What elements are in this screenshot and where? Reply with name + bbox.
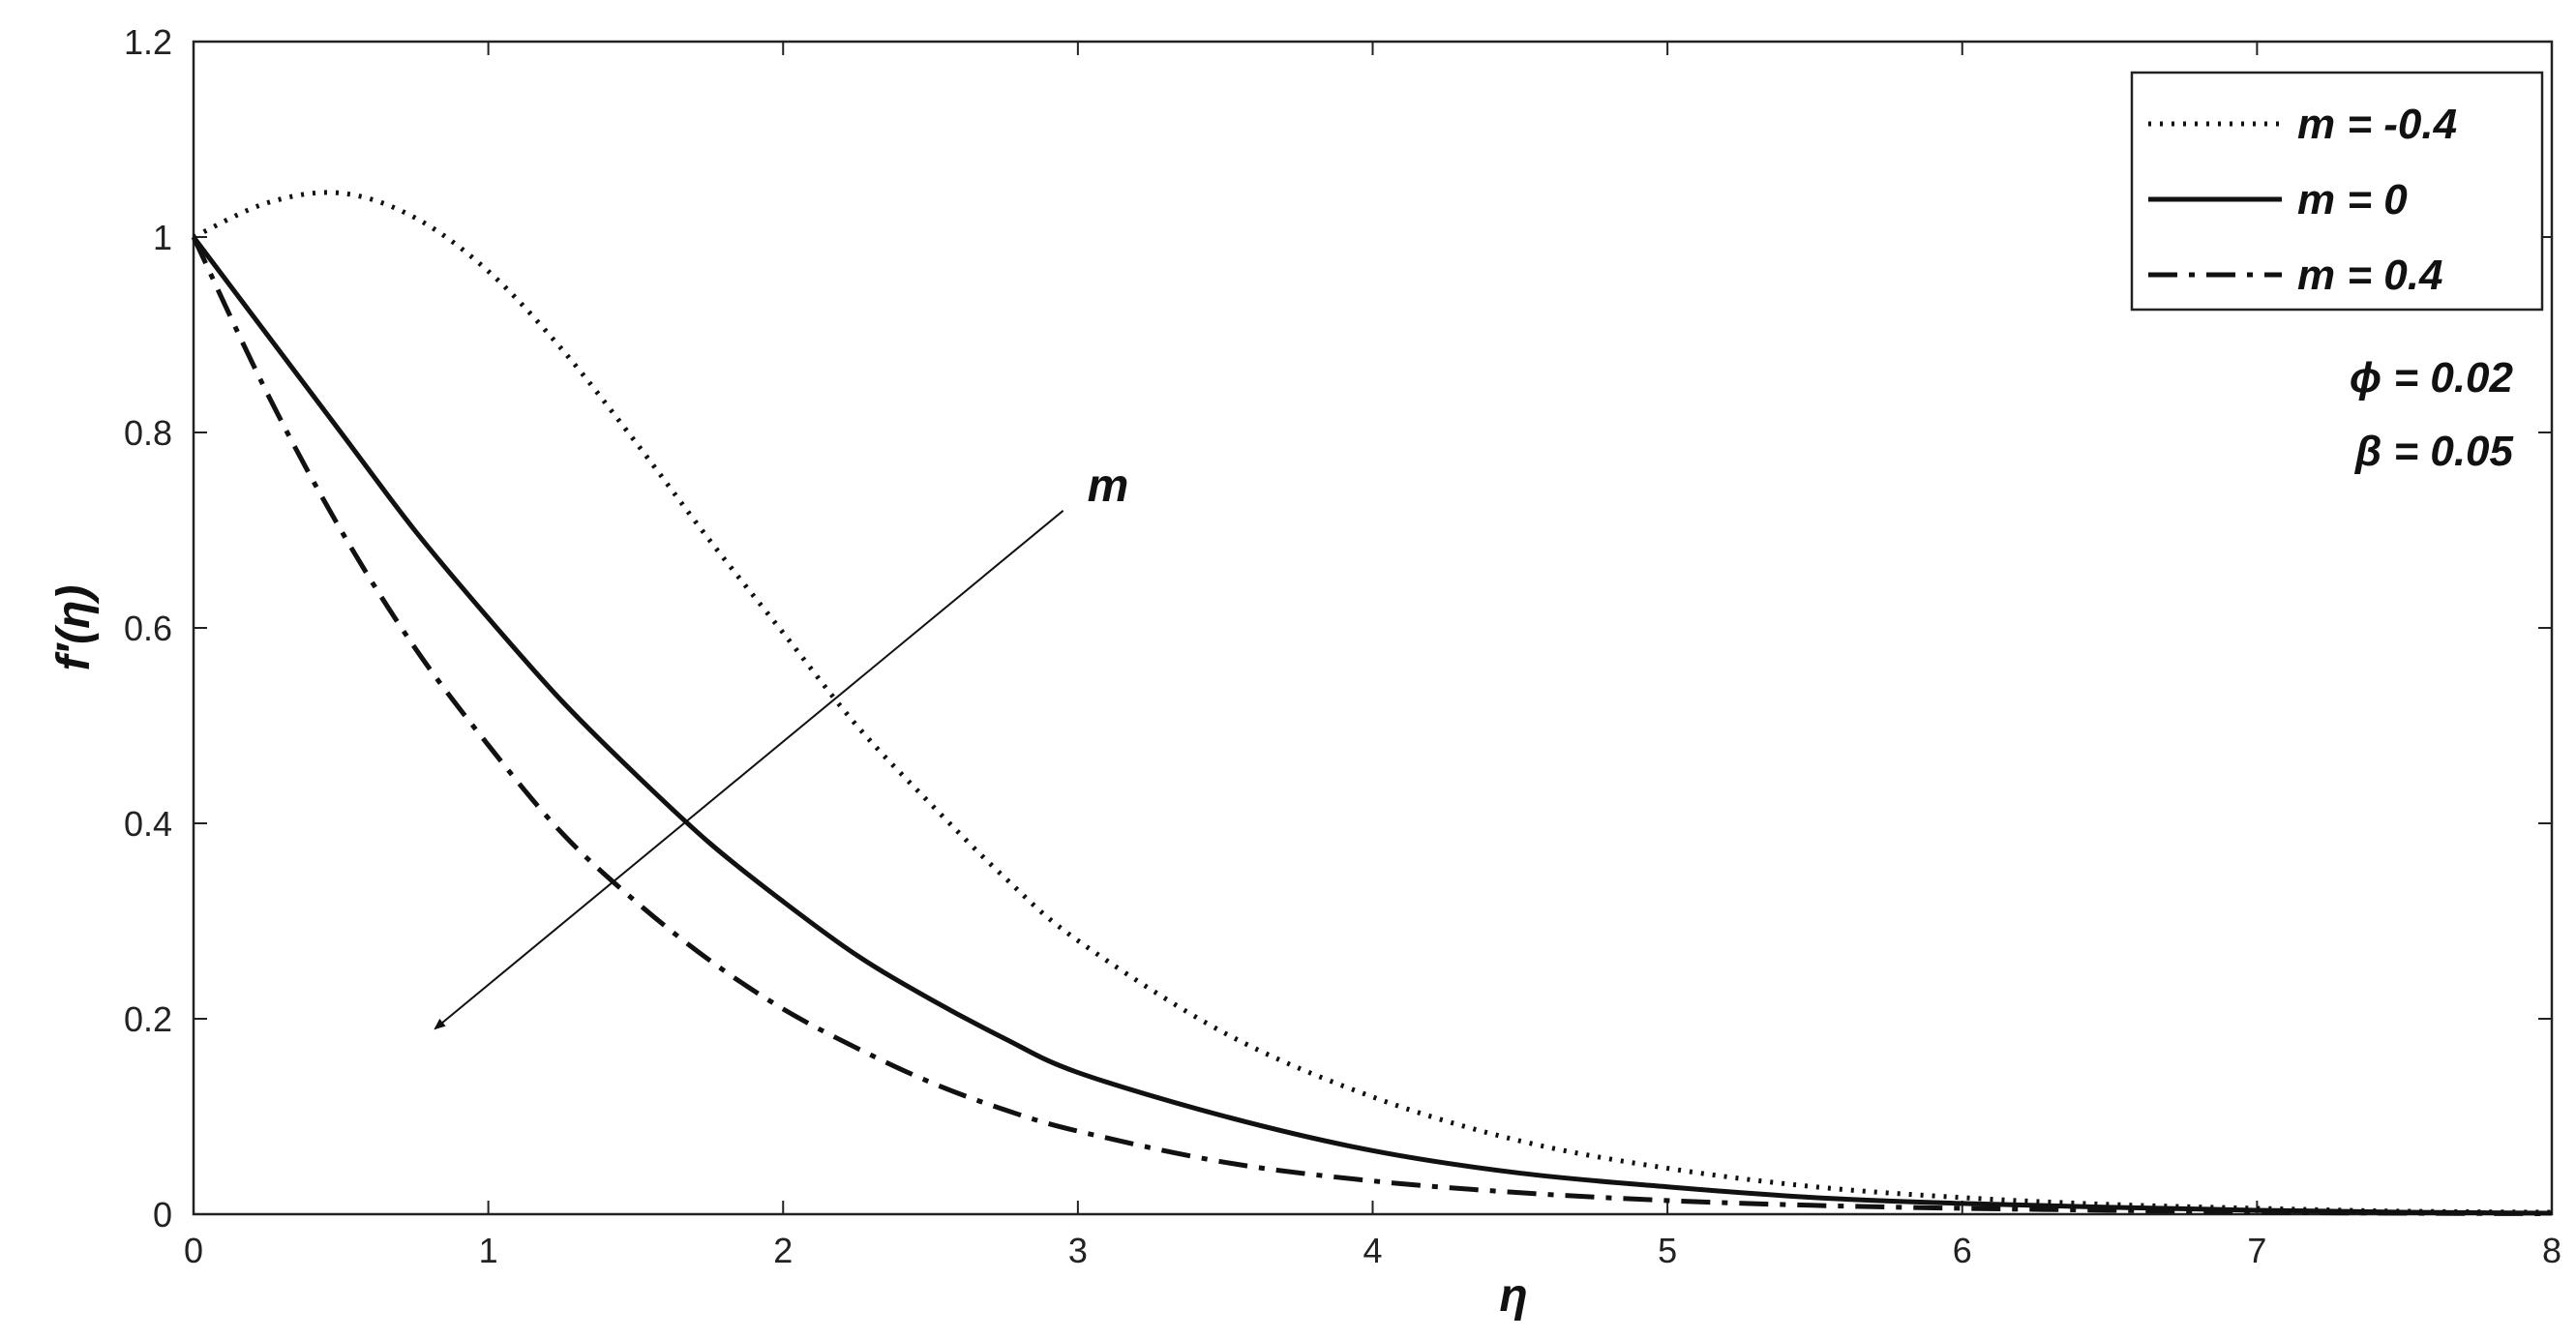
legend: m = -0.4 m = 0 m = 0.4 bbox=[2130, 71, 2544, 312]
series-line-1 bbox=[192, 235, 2553, 1216]
x-tick-label: 6 bbox=[1953, 1231, 1972, 1270]
x-tick-label: 3 bbox=[1068, 1231, 1088, 1270]
x-tick-label: 2 bbox=[773, 1231, 793, 1270]
y-tick-label: 1 bbox=[153, 218, 172, 257]
y-axis-label: f′(η) bbox=[48, 585, 100, 671]
legend-label-1: m = 0 bbox=[2297, 176, 2408, 223]
series-lines bbox=[191, 190, 2553, 1216]
y-tick-label: 0.4 bbox=[124, 804, 172, 844]
x-tick-label: 5 bbox=[1658, 1231, 1677, 1270]
y-tick-label: 0.6 bbox=[124, 609, 172, 648]
annotation-label: m bbox=[1088, 461, 1129, 512]
y-tick-label: 0.2 bbox=[124, 999, 172, 1039]
x-tick-label: 0 bbox=[184, 1231, 203, 1270]
y-tick-label: 0 bbox=[153, 1195, 172, 1235]
x-tick-label: 4 bbox=[1363, 1231, 1382, 1270]
axis-ticks: 0 1 2 3 4 5 6 7 8 0 0.2 0.4 0.6 0.8 1 1.2 bbox=[124, 22, 2561, 1270]
series-line-0 bbox=[192, 190, 2553, 1215]
x-tick-label: 1 bbox=[479, 1231, 498, 1270]
legend-label-0: m = -0.4 bbox=[2297, 101, 2457, 148]
x-tick-label: 8 bbox=[2542, 1231, 2561, 1270]
legend-box bbox=[2130, 71, 2544, 312]
parameter-label: ϕ = 0.02 bbox=[2350, 354, 2514, 402]
x-axis-label: η bbox=[1499, 1270, 1527, 1322]
parameters-text: ϕ = 0.02 β = 0.05 bbox=[2350, 354, 2514, 475]
y-tick-label: 1.2 bbox=[124, 22, 172, 62]
legend-label-2: m = 0.4 bbox=[2297, 252, 2442, 299]
parameter-label: β = 0.05 bbox=[2354, 428, 2514, 475]
annotation-arrow bbox=[434, 510, 1064, 1030]
x-tick-label: 7 bbox=[2247, 1231, 2266, 1270]
y-tick-label: 0.8 bbox=[124, 413, 172, 453]
series-line-2 bbox=[191, 235, 2553, 1216]
